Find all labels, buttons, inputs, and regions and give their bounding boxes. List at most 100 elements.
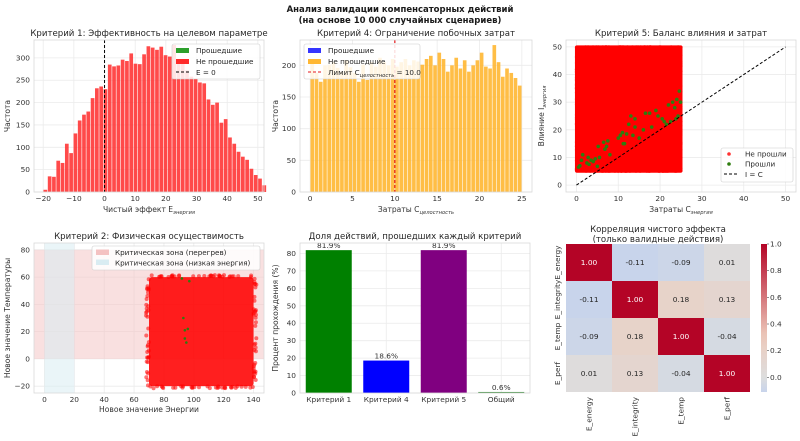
- failed-point: [250, 385, 255, 390]
- histogram-bar: [99, 86, 104, 192]
- colorbar-tick-label: 1.0: [770, 240, 782, 249]
- histogram-bar: [176, 60, 181, 192]
- heatmap-cell-label: 0.01: [581, 369, 598, 378]
- heatmap-cell-label: -0.04: [671, 369, 690, 378]
- failed-point: [679, 133, 683, 137]
- chart-title: Критерий 5: Баланс влияния и затрат: [595, 29, 767, 39]
- failed-point: [624, 169, 629, 173]
- bar-value-label: 0.6%: [492, 383, 511, 392]
- histogram-bar: [52, 176, 56, 192]
- chart-title-line2: (только валидные действия): [593, 235, 724, 245]
- failed-point: [676, 45, 680, 49]
- histogram-bar: [202, 83, 207, 192]
- failed-point: [151, 386, 156, 391]
- failed-point: [205, 384, 210, 389]
- axes-frame: [299, 242, 531, 394]
- legend-swatch-low-energy: [96, 259, 109, 265]
- failed-point: [145, 344, 150, 349]
- legend-label-passed: Прошли: [745, 160, 776, 169]
- bar-value-label: 18.6%: [375, 352, 398, 361]
- x-tick-label: Критерий 5: [421, 395, 466, 404]
- failed-point: [146, 354, 151, 359]
- histogram-bar: [386, 65, 391, 192]
- histogram-bar: [314, 72, 319, 192]
- failed-point: [594, 45, 598, 49]
- failed-point: [252, 342, 257, 347]
- y-tick-label: 200: [282, 61, 296, 70]
- histogram-bar: [445, 71, 450, 192]
- y-tick-label: 40: [21, 300, 31, 309]
- y-tick-label: 100: [16, 143, 30, 152]
- histogram-bar: [484, 66, 488, 192]
- row-label: E_energy: [553, 245, 562, 280]
- histogram-bar: [433, 65, 437, 192]
- histogram-bar: [310, 63, 315, 192]
- x-tick-label: 80: [159, 395, 169, 404]
- passed-point: [633, 116, 637, 121]
- x-tick-label: 40: [222, 194, 232, 203]
- passed-point: [660, 116, 664, 121]
- failed-point: [149, 273, 154, 278]
- failed-point: [574, 117, 579, 121]
- x-tick-label: 20: [655, 194, 665, 203]
- histogram-bar: [120, 59, 125, 192]
- diagonal-line: [576, 46, 786, 186]
- passed-point: [668, 119, 673, 124]
- row-label: E_temp: [553, 322, 562, 350]
- failed-point: [252, 276, 257, 281]
- histogram-bar: [369, 62, 374, 192]
- histogram-bar: [412, 60, 416, 193]
- y-tick-label: 80: [21, 245, 31, 254]
- failed-point: [608, 169, 612, 173]
- x-tick-label: Общий: [488, 395, 515, 404]
- failed-point: [169, 274, 174, 279]
- x-tick-label: 60: [129, 395, 139, 404]
- passed-point: [647, 111, 652, 116]
- failed-point: [574, 45, 579, 50]
- failed-point: [171, 385, 176, 390]
- failed-point: [252, 298, 257, 303]
- failed-point: [630, 45, 635, 49]
- passed-point: [664, 122, 669, 127]
- histogram-bar: [416, 61, 420, 193]
- failed-point: [634, 45, 638, 49]
- histogram-bar: [382, 62, 387, 192]
- failed-point: [239, 384, 244, 389]
- failed-point: [574, 85, 579, 90]
- failed-point: [253, 369, 258, 374]
- heatmap-cell: [704, 244, 750, 281]
- heatmap-cell: [566, 318, 612, 355]
- y-tick-label: 70: [287, 266, 297, 275]
- y-tick-label: 150: [282, 93, 296, 102]
- bar-1: [305, 250, 352, 393]
- passed-point: [596, 144, 600, 149]
- col-label: E_temp: [677, 397, 686, 425]
- failed-point: [600, 169, 604, 173]
- failed-point: [574, 83, 579, 87]
- failed-point: [216, 384, 221, 389]
- x-tick-label: 30: [192, 194, 202, 203]
- failed-point: [574, 55, 579, 59]
- histogram-bar: [467, 71, 471, 192]
- x-tick-label: 0: [42, 395, 47, 404]
- passed-point: [654, 108, 658, 113]
- histogram-bar: [69, 153, 73, 192]
- passed-point: [616, 136, 621, 140]
- heatmap-cell: [612, 244, 658, 281]
- heatmap-cell-label: -0.11: [625, 258, 644, 267]
- failed-point: [155, 384, 160, 389]
- failed-point: [679, 84, 683, 88]
- histogram-bar: [509, 72, 514, 192]
- histogram-bar: [77, 120, 82, 192]
- histogram-bar: [245, 159, 249, 192]
- legend-label-diagonal: I = C: [745, 170, 763, 179]
- passed-point: [595, 164, 600, 169]
- bar-2: [363, 360, 410, 393]
- failed-point: [574, 78, 579, 82]
- failed-point: [638, 45, 643, 49]
- failed-point: [146, 308, 151, 313]
- histogram-bar: [488, 68, 492, 192]
- failed-point: [253, 320, 258, 325]
- failed-point: [146, 290, 151, 295]
- failed-point: [222, 385, 227, 390]
